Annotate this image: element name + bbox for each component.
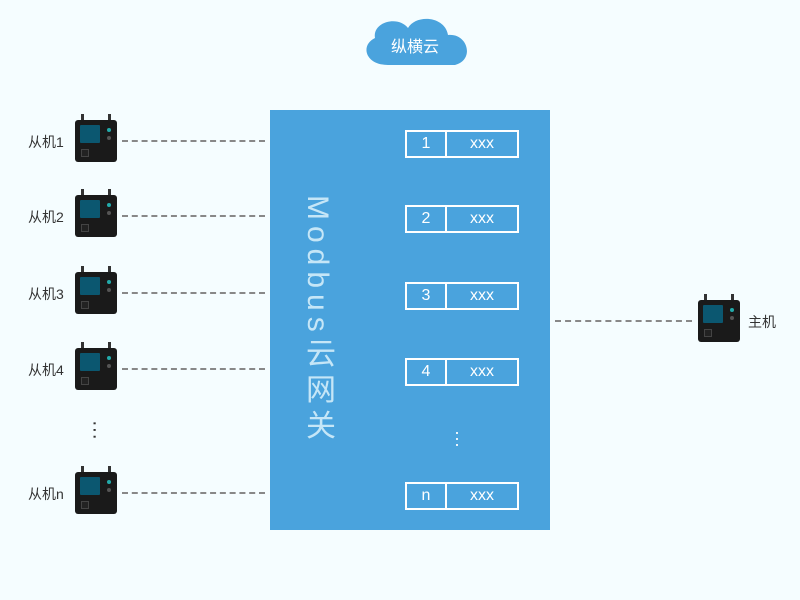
register-val: xxx (447, 205, 519, 233)
cloud-icon: 纵横云 (350, 10, 480, 80)
register-num: n (405, 482, 447, 510)
register-num: 4 (405, 358, 447, 386)
master-label: 主机 (748, 312, 776, 332)
slave-device (75, 472, 117, 514)
dash-slave (122, 368, 265, 370)
slave-label: 从机2 (28, 207, 64, 227)
dash-slave (122, 215, 265, 217)
register-row: 2xxx (405, 205, 525, 233)
register-row: 3xxx (405, 282, 525, 310)
register-num: 3 (405, 282, 447, 310)
gateway-title: Modbus云网关 (295, 110, 339, 530)
dash-slave (122, 292, 265, 294)
register-val: xxx (447, 482, 519, 510)
slave-label: 从机3 (28, 284, 64, 304)
register-row: 1xxx (405, 130, 525, 158)
master-device (698, 300, 740, 342)
register-val: xxx (447, 358, 519, 386)
slave-label: 从机1 (28, 132, 64, 152)
register-ellipsis: ··· (455, 430, 461, 448)
register-val: xxx (447, 130, 519, 158)
slave-device (75, 195, 117, 237)
dash-slave (122, 140, 265, 142)
register-num: 2 (405, 205, 447, 233)
slave-device (75, 120, 117, 162)
register-row: nxxx (405, 482, 525, 510)
dash-master (555, 320, 692, 322)
dash-slave (122, 492, 265, 494)
gateway-box: Modbus云网关 1xxx2xxx3xxx4xxxnxxx··· (270, 110, 550, 530)
register-val: xxx (447, 282, 519, 310)
cloud-label: 纵横云 (350, 10, 480, 80)
slave-device (75, 348, 117, 390)
slave-label: 从机n (28, 484, 64, 504)
register-num: 1 (405, 130, 447, 158)
slave-label: 从机4 (28, 360, 64, 380)
register-row: 4xxx (405, 358, 525, 386)
slave-ellipsis: ··· (91, 420, 98, 440)
slave-device (75, 272, 117, 314)
